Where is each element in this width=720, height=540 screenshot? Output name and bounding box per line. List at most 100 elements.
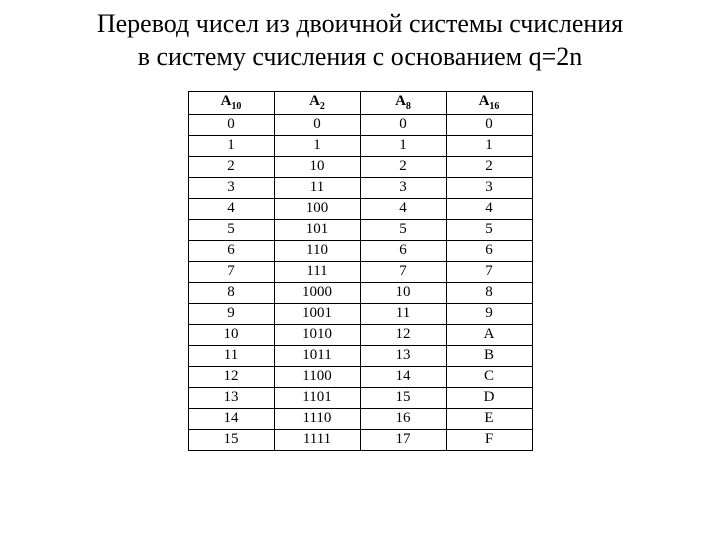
table-cell: 3 <box>360 177 446 198</box>
table-cell: 6 <box>446 240 532 261</box>
col-header-sub: 10 <box>231 101 241 112</box>
table-cell: 2 <box>188 156 274 177</box>
table-cell: 1 <box>360 135 446 156</box>
table-cell: 6 <box>360 240 446 261</box>
table-row: 11101113B <box>188 345 532 366</box>
table-row: 21022 <box>188 156 532 177</box>
table-row: 10101012A <box>188 324 532 345</box>
table-row: 12110014C <box>188 366 532 387</box>
col-header-a8: А8 <box>360 92 446 115</box>
table-cell: 4 <box>188 198 274 219</box>
table-cell: 4 <box>360 198 446 219</box>
col-header-letter: А <box>479 93 490 109</box>
table-cell: 6 <box>188 240 274 261</box>
table-cell: 5 <box>446 219 532 240</box>
table-cell: 1001 <box>274 303 360 324</box>
table-cell: E <box>446 408 532 429</box>
table-row: 15111117F <box>188 429 532 450</box>
table-cell: 8 <box>446 282 532 303</box>
table-row: 81000108 <box>188 282 532 303</box>
table-cell: 15 <box>360 387 446 408</box>
table-cell: 1 <box>274 135 360 156</box>
table-cell: 100 <box>274 198 360 219</box>
title-line-2: в систему счисления с основанием q=2n <box>138 42 583 71</box>
table-cell: F <box>446 429 532 450</box>
table-row: 31133 <box>188 177 532 198</box>
col-header-letter: А <box>221 93 232 109</box>
table-row: 13110115D <box>188 387 532 408</box>
table-cell: 7 <box>446 261 532 282</box>
title-line-1: Перевод чисел из двоичной системы счисле… <box>97 9 623 38</box>
table-cell: 8 <box>188 282 274 303</box>
col-header-letter: А <box>309 93 320 109</box>
table-cell: 7 <box>188 261 274 282</box>
table-cell: 12 <box>360 324 446 345</box>
table-container: А10 А2 А8 А16 00001111210223113341004451… <box>0 91 720 451</box>
table-cell: 15 <box>188 429 274 450</box>
table-row: 91001119 <box>188 303 532 324</box>
table-cell: 11 <box>274 177 360 198</box>
table-cell: 10 <box>360 282 446 303</box>
table-cell: 1010 <box>274 324 360 345</box>
table-cell: 13 <box>360 345 446 366</box>
table-cell: 3 <box>188 177 274 198</box>
table-cell: 14 <box>360 366 446 387</box>
table-cell: 1011 <box>274 345 360 366</box>
col-header-sub: 8 <box>406 101 411 112</box>
table-cell: 9 <box>446 303 532 324</box>
table-cell: 5 <box>360 219 446 240</box>
table-cell: 1 <box>188 135 274 156</box>
table-cell: 1111 <box>274 429 360 450</box>
col-header-sub: 16 <box>489 101 499 112</box>
table-cell: 111 <box>274 261 360 282</box>
table-cell: C <box>446 366 532 387</box>
table-cell: 11 <box>188 345 274 366</box>
table-cell: 14 <box>188 408 274 429</box>
table-cell: 7 <box>360 261 446 282</box>
table-row: 410044 <box>188 198 532 219</box>
col-header-sub: 2 <box>320 101 325 112</box>
table-body: 0000111121022311334100445101556110667111… <box>188 114 532 450</box>
table-cell: 101 <box>274 219 360 240</box>
table-cell: 2 <box>360 156 446 177</box>
table-cell: 3 <box>446 177 532 198</box>
table-cell: 4 <box>446 198 532 219</box>
table-row: 1111 <box>188 135 532 156</box>
table-cell: 16 <box>360 408 446 429</box>
table-cell: 0 <box>188 114 274 135</box>
table-cell: 1100 <box>274 366 360 387</box>
table-row: 711177 <box>188 261 532 282</box>
table-cell: 1101 <box>274 387 360 408</box>
col-header-letter: А <box>395 93 406 109</box>
table-cell: 12 <box>188 366 274 387</box>
table-cell: 10 <box>274 156 360 177</box>
table-cell: 110 <box>274 240 360 261</box>
table-row: 510155 <box>188 219 532 240</box>
table-cell: D <box>446 387 532 408</box>
table-cell: 0 <box>360 114 446 135</box>
table-cell: B <box>446 345 532 366</box>
col-header-a16: А16 <box>446 92 532 115</box>
table-row: 611066 <box>188 240 532 261</box>
col-header-a2: А2 <box>274 92 360 115</box>
page-root: Перевод чисел из двоичной системы счисле… <box>0 0 720 540</box>
col-header-a10: А10 <box>188 92 274 115</box>
page-title: Перевод чисел из двоичной системы счисле… <box>12 8 708 73</box>
table-cell: 0 <box>446 114 532 135</box>
table-cell: 5 <box>188 219 274 240</box>
table-cell: A <box>446 324 532 345</box>
table-cell: 0 <box>274 114 360 135</box>
table-row: 14111016E <box>188 408 532 429</box>
table-cell: 1 <box>446 135 532 156</box>
table-cell: 13 <box>188 387 274 408</box>
table-row: 0000 <box>188 114 532 135</box>
conversion-table: А10 А2 А8 А16 00001111210223113341004451… <box>188 91 533 451</box>
table-cell: 10 <box>188 324 274 345</box>
table-cell: 1110 <box>274 408 360 429</box>
table-cell: 1000 <box>274 282 360 303</box>
table-cell: 17 <box>360 429 446 450</box>
table-cell: 2 <box>446 156 532 177</box>
table-cell: 9 <box>188 303 274 324</box>
table-cell: 11 <box>360 303 446 324</box>
table-header-row: А10 А2 А8 А16 <box>188 92 532 115</box>
